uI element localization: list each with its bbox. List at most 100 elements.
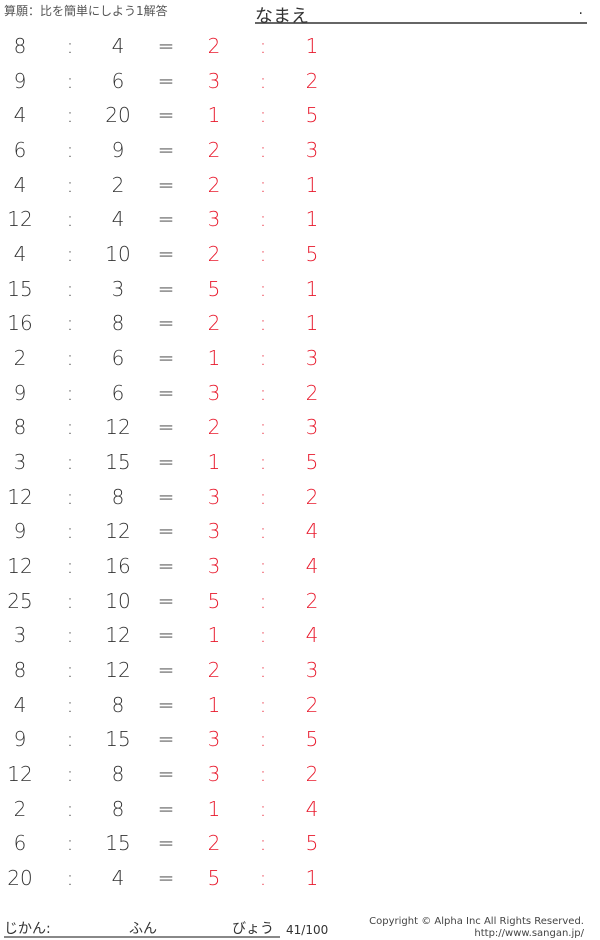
problem-row: 12: 16 = 3: 4	[0, 551, 340, 581]
problem-term-a: 4	[13, 242, 27, 267]
answer-term-d: 3	[305, 658, 319, 683]
colon: :	[259, 34, 267, 58]
problem-term-b: 8	[111, 311, 125, 336]
answer-term-d: 3	[305, 346, 319, 371]
problem-row: 12: 8 = 3: 2	[0, 759, 340, 789]
answer-term-d: 2	[305, 484, 319, 509]
problem-term-a: 25	[7, 588, 33, 613]
answer-term-c: 3	[207, 380, 221, 405]
colon: :	[259, 346, 267, 371]
answer-term-d: 4	[305, 623, 319, 648]
page-number: 41/100	[286, 923, 329, 937]
colon: :	[66, 727, 74, 752]
time-field[interactable]: じかん: ふん びょう	[4, 918, 280, 938]
problem-term-b: 12	[105, 658, 131, 683]
problem-row: 12: 4 = 3: 1	[0, 204, 340, 234]
equals-sign: =	[157, 172, 175, 197]
colon: :	[66, 138, 74, 162]
problem-term-a: 16	[7, 311, 33, 336]
colon: :	[259, 103, 267, 128]
problem-term-b: 9	[111, 138, 125, 162]
answer-term-c: 5	[207, 276, 221, 301]
problem-term-b: 10	[105, 588, 131, 613]
seconds-label: びょう	[232, 921, 274, 937]
equals-sign: =	[157, 207, 175, 232]
equals-sign: =	[157, 762, 175, 787]
colon: :	[259, 484, 267, 509]
colon: :	[259, 796, 267, 821]
problem-term-a: 12	[7, 762, 33, 787]
problem-term-a: 9	[13, 727, 27, 752]
colon: :	[66, 415, 74, 440]
problem-term-b: 15	[105, 450, 131, 475]
problem-term-a: 9	[13, 380, 27, 405]
answer-term-d: 2	[305, 380, 319, 405]
problem-row: 3: 15 = 1: 5	[0, 447, 340, 477]
equals-sign: =	[157, 138, 175, 162]
problem-term-a: 6	[13, 831, 27, 856]
problem-term-b: 4	[111, 207, 125, 232]
colon: :	[259, 762, 267, 787]
equals-sign: =	[157, 276, 175, 301]
colon: :	[259, 866, 267, 891]
answer-term-c: 3	[207, 727, 221, 752]
colon: :	[259, 242, 267, 267]
colon: :	[66, 866, 74, 891]
problem-term-a: 9	[13, 519, 27, 544]
problem-term-b: 6	[111, 68, 125, 93]
problem-term-b: 12	[105, 415, 131, 440]
colon: :	[66, 762, 74, 787]
colon: :	[66, 103, 74, 128]
equals-sign: =	[157, 242, 175, 267]
problem-term-b: 15	[105, 831, 131, 856]
problem-term-b: 4	[111, 866, 125, 891]
name-field[interactable]: なまえ .	[255, 2, 587, 27]
answer-term-d: 5	[305, 450, 319, 475]
colon: :	[259, 727, 267, 752]
problem-row: 4: 10 = 2: 5	[0, 239, 340, 269]
problem-row: 12: 8 = 3: 2	[0, 482, 340, 512]
colon: :	[66, 68, 74, 93]
answer-term-d: 2	[305, 68, 319, 93]
colon: :	[66, 554, 74, 579]
colon: :	[259, 207, 267, 232]
colon: :	[259, 692, 267, 717]
equals-sign: =	[157, 484, 175, 509]
problem-term-a: 9	[13, 68, 27, 93]
colon: :	[66, 484, 74, 509]
answer-term-d: 4	[305, 796, 319, 821]
colon: :	[259, 415, 267, 440]
answer-term-d: 1	[305, 866, 319, 891]
answer-term-c: 2	[207, 138, 221, 162]
answer-term-d: 1	[305, 34, 319, 58]
equals-sign: =	[157, 866, 175, 891]
answer-term-d: 4	[305, 519, 319, 544]
problem-term-a: 12	[7, 484, 33, 509]
colon: :	[259, 831, 267, 856]
problem-term-b: 2	[111, 172, 125, 197]
problem-row: 25: 10 = 5: 2	[0, 586, 340, 616]
problem-term-b: 8	[111, 692, 125, 717]
colon: :	[66, 380, 74, 405]
colon: :	[66, 34, 74, 58]
problem-term-b: 8	[111, 762, 125, 787]
problem-term-b: 10	[105, 242, 131, 267]
colon: :	[66, 450, 74, 475]
problem-row: 9: 6 = 3: 2	[0, 66, 340, 96]
problem-row: 20: 4 = 5: 1	[0, 863, 340, 893]
equals-sign: =	[157, 623, 175, 648]
problem-row: 6: 9 = 2: 3	[0, 135, 340, 165]
answer-term-d: 1	[305, 207, 319, 232]
answer-term-c: 1	[207, 346, 221, 371]
copyright-text: Copyright © Alpha Inc All Rights Reserve…	[369, 916, 584, 927]
answer-term-c: 1	[207, 796, 221, 821]
answer-term-d: 5	[305, 103, 319, 128]
colon: :	[66, 172, 74, 197]
colon: :	[66, 796, 74, 821]
problem-term-b: 6	[111, 346, 125, 371]
colon: :	[66, 346, 74, 371]
answer-term-c: 3	[207, 207, 221, 232]
colon: :	[66, 519, 74, 544]
problem-term-b: 8	[111, 484, 125, 509]
